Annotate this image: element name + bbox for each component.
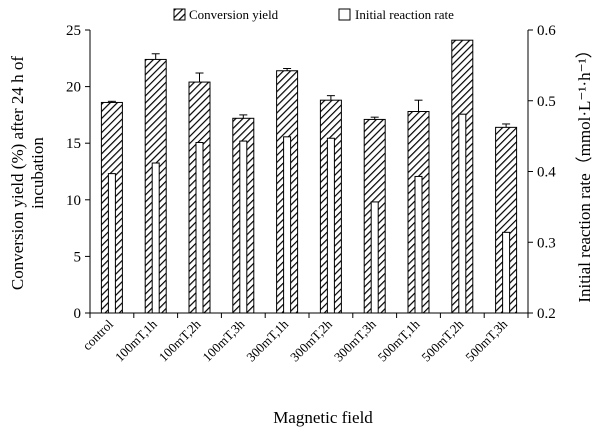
x-tick-label: 500mT,2h	[418, 316, 466, 364]
bar-initial-reaction-rate	[151, 162, 160, 314]
left-axis: 0 5 10 15 20 25	[66, 23, 91, 322]
x-tick-label: 100mT,3h	[199, 316, 247, 364]
bar-initial-reaction-rate	[326, 137, 335, 314]
x-tick-label: 300mT,2h	[287, 316, 335, 364]
right-tick-label: 0.5	[537, 94, 556, 110]
right-tick-label: 0.2	[537, 306, 556, 322]
x-axis-title: Magnetic field	[273, 408, 373, 427]
x-tick-label: 100mT,1h	[112, 316, 160, 364]
legend-swatch-initial-reaction-rate	[338, 8, 351, 21]
x-tick-label: 300mT,1h	[243, 316, 291, 364]
bar-initial-reaction-rate	[370, 201, 379, 314]
y-axis-right-title: Initial reaction rate（mmol·L⁻¹·h⁻¹）	[575, 41, 594, 302]
legend-label-initial-reaction-rate: Initial reaction rate	[355, 7, 454, 22]
y-axis-left-title-line2: incubation	[28, 137, 47, 209]
legend-label-conversion-yield: Conversion yield	[189, 7, 279, 22]
x-axis-ticks	[89, 313, 529, 318]
right-tick-label: 0.6	[537, 23, 556, 39]
left-tick-label: 15	[66, 136, 81, 152]
x-tick-label: control	[79, 316, 116, 353]
bar-initial-reaction-rate	[195, 141, 204, 314]
bar-initial-reaction-rate	[502, 231, 511, 314]
rate-bars	[107, 113, 511, 314]
right-tick-label: 0.3	[537, 235, 556, 251]
legend: Conversion yield Initial reaction rate	[173, 7, 454, 22]
right-axis: 0.2 0.3 0.4 0.5 0.6	[527, 23, 556, 322]
yield-bars	[100, 39, 518, 314]
left-tick-label: 5	[74, 249, 82, 265]
x-tick-label: 100mT,2h	[156, 316, 204, 364]
bar-initial-reaction-rate	[414, 175, 423, 314]
x-tick-label: 300mT,3h	[331, 316, 379, 364]
x-tick-label: 500mT,1h	[375, 316, 423, 364]
bar-initial-reaction-rate	[107, 173, 116, 314]
left-tick-label: 0	[74, 306, 82, 322]
y-axis-left-title-line1: Conversion yield (%) after 24 h of	[8, 56, 27, 290]
x-tick-label: 500mT,3h	[462, 316, 510, 364]
yield-error-bars	[107, 53, 511, 128]
x-axis-labels: control100mT,1h100mT,2h100mT,3h300mT,1h3…	[79, 316, 510, 364]
bar-initial-reaction-rate	[458, 113, 467, 314]
bar-initial-reaction-rate	[283, 136, 292, 314]
left-tick-label: 20	[66, 80, 81, 96]
legend-swatch-conversion-yield	[173, 8, 186, 21]
left-tick-label: 10	[66, 193, 81, 209]
right-tick-label: 0.4	[537, 165, 556, 181]
left-tick-label: 25	[66, 23, 81, 39]
bar-initial-reaction-rate	[239, 140, 248, 314]
